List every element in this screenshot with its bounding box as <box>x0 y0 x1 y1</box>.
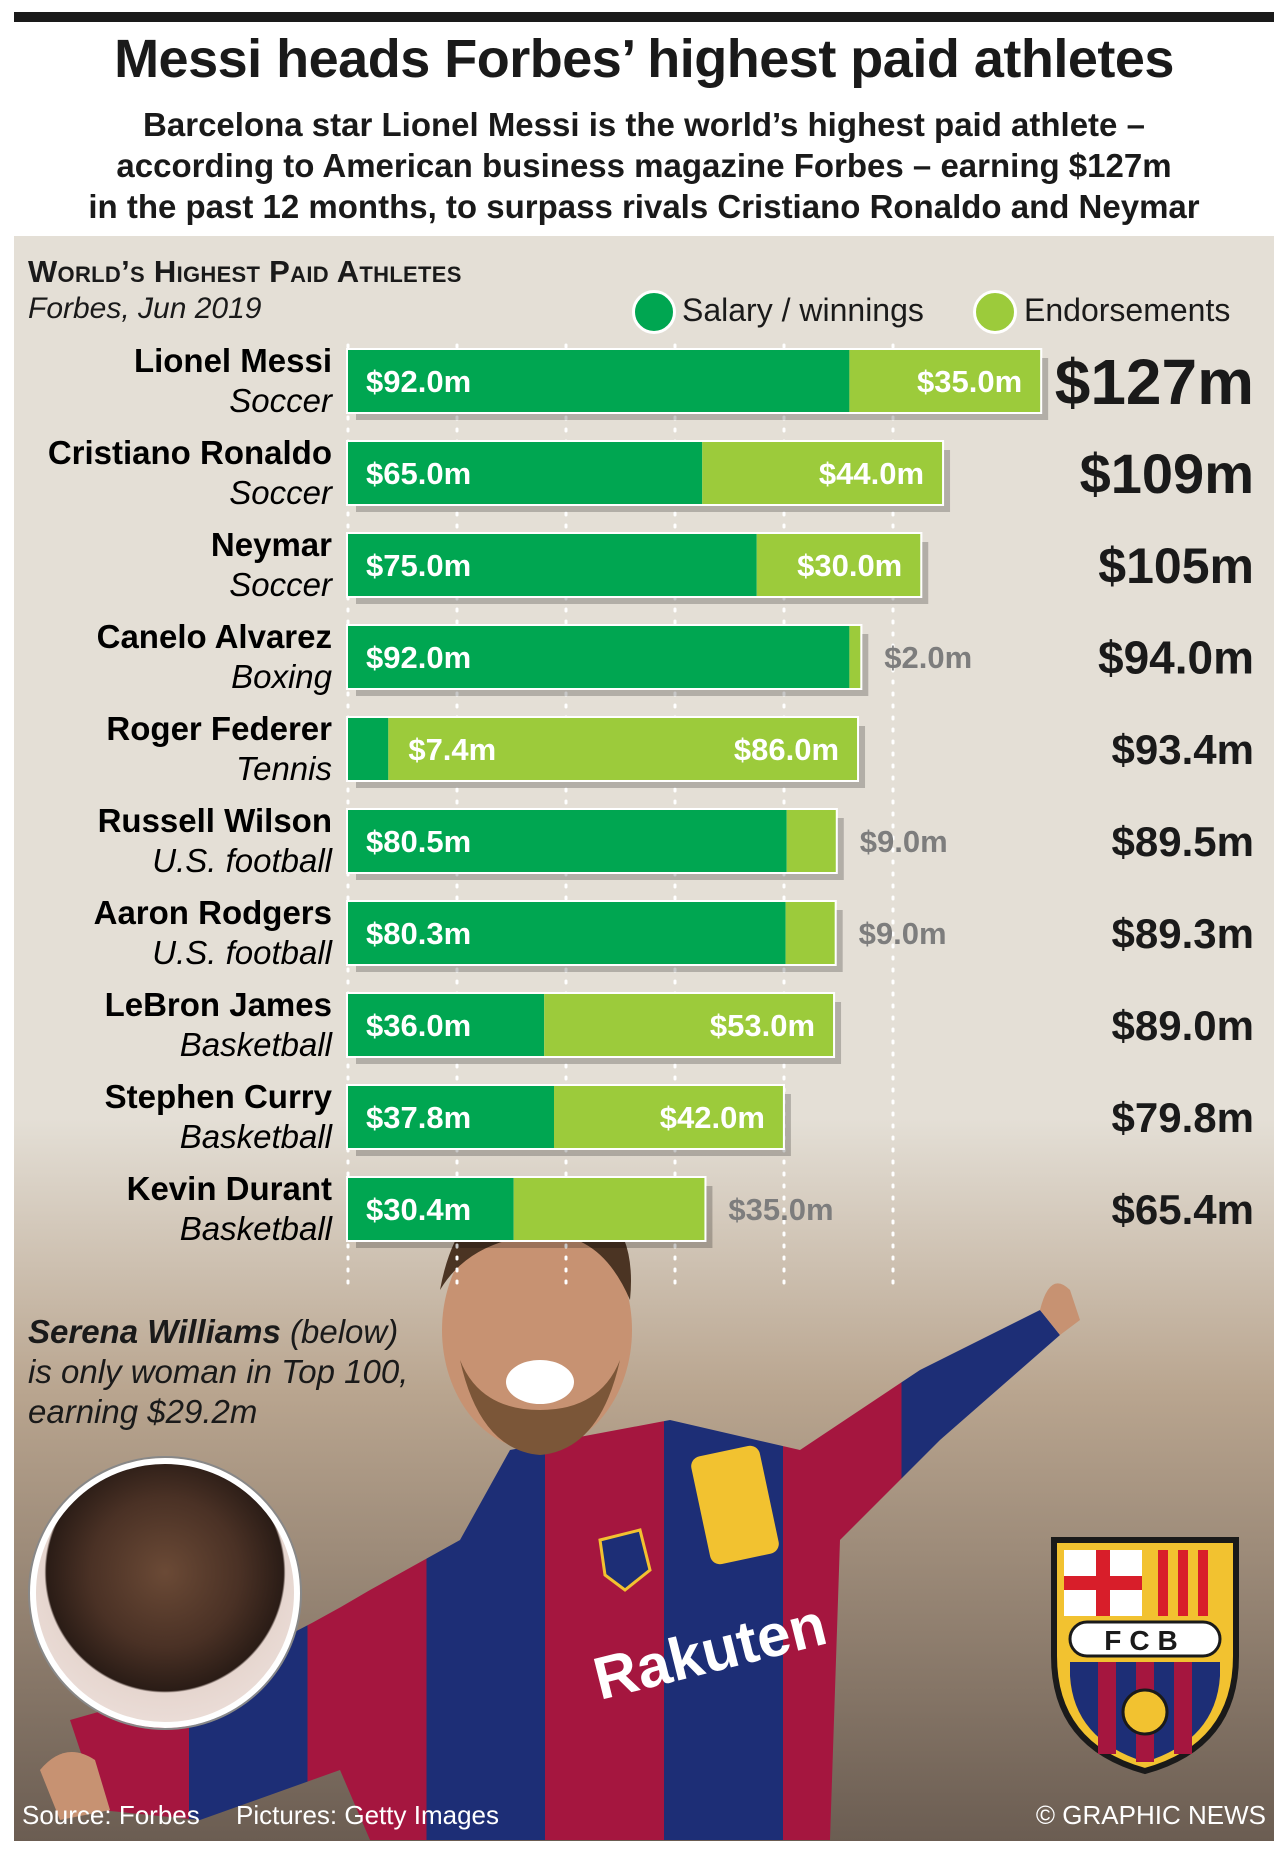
bar-endorsements <box>785 902 835 964</box>
bar-endorsements <box>849 350 1041 412</box>
bar-endorsements <box>554 1086 783 1148</box>
athlete-sport: Basketball <box>180 1210 334 1247</box>
endorsements-value-label: $9.0m <box>859 916 947 951</box>
salary-value-label: $37.8m <box>366 1100 471 1135</box>
bar-endorsements <box>849 626 861 688</box>
athlete-sport: Basketball <box>180 1026 334 1063</box>
bar-salary <box>348 718 389 780</box>
bar-salary <box>348 1178 514 1240</box>
total-value-label: $89.0m <box>1112 1002 1254 1049</box>
bar-salary <box>348 534 757 596</box>
total-value-label: $105m <box>1098 538 1254 594</box>
salary-value-label: $75.0m <box>366 548 471 583</box>
endorsements-value-label: $35.0m <box>728 1192 833 1227</box>
athlete-name: Roger Federer <box>106 710 332 747</box>
serena-name: Serena Williams <box>28 1313 281 1350</box>
total-value-label: $93.4m <box>1112 726 1254 773</box>
athlete-name: Aaron Rodgers <box>94 894 332 931</box>
serena-note-aside: (below) <box>280 1313 399 1350</box>
athlete-sport: Soccer <box>229 474 334 511</box>
salary-value-label: $30.4m <box>366 1192 471 1227</box>
fcb-crest-icon: FCB <box>1051 1537 1239 1775</box>
bar-endorsements <box>388 718 858 780</box>
athlete-name: Russell Wilson <box>98 802 332 839</box>
total-value-label: $89.3m <box>1112 910 1254 957</box>
athlete-sport: Basketball <box>180 1118 334 1155</box>
bar-endorsements <box>756 534 921 596</box>
footer-credit: © GRAPHIC NEWS <box>1035 1800 1266 1830</box>
salary-value-label: $92.0m <box>366 364 471 399</box>
athlete-sport: Soccer <box>229 566 334 603</box>
endorsements-value-label: $86.0m <box>734 732 839 767</box>
athlete-name: Kevin Durant <box>127 1170 332 1207</box>
page-title: Messi heads Forbes’ highest paid athlete… <box>114 29 1174 89</box>
total-value-label: $127m <box>1055 346 1254 418</box>
athlete-name: Cristiano Ronaldo <box>48 434 332 471</box>
serena-note: Serena Williams (below) is only woman in… <box>28 1312 408 1432</box>
bar-salary <box>348 1086 555 1148</box>
serena-note-line3: earning $29.2m <box>28 1393 258 1430</box>
endorsements-value-label: $2.0m <box>884 640 972 675</box>
athlete-name: Lionel Messi <box>134 342 332 379</box>
salary-value-label: $92.0m <box>366 640 471 675</box>
bar-salary <box>348 810 787 872</box>
subtitle-line: in the past 12 months, to surpass rivals… <box>88 188 1200 225</box>
chart-title: World’s Highest Paid Athletes <box>28 254 462 290</box>
total-value-label: $65.4m <box>1112 1186 1254 1233</box>
bar-endorsements <box>544 994 834 1056</box>
athlete-sport: Tennis <box>236 750 332 787</box>
athlete-name: Neymar <box>211 526 332 563</box>
endorsements-value-label: $30.0m <box>797 548 902 583</box>
footer-source: Source: Forbes <box>22 1800 200 1830</box>
salary-value-label: $65.0m <box>366 456 471 491</box>
athlete-sport: Soccer <box>229 382 334 419</box>
total-value-label: $109m <box>1080 442 1254 505</box>
athlete-sport: U.S. football <box>152 934 333 971</box>
top-rule <box>14 12 1274 22</box>
total-value-label: $94.0m <box>1098 632 1254 684</box>
total-value-label: $79.8m <box>1112 1094 1254 1141</box>
salary-value-label: $36.0m <box>366 1008 471 1043</box>
salary-value-label: $80.3m <box>366 916 471 951</box>
subtitle-line: according to American business magazine … <box>116 147 1172 184</box>
total-value-label: $89.5m <box>1112 818 1254 865</box>
bar-endorsements <box>513 1178 705 1240</box>
bar-salary <box>348 626 850 688</box>
endorsements-value-label: $53.0m <box>710 1008 815 1043</box>
messi-photo: Rakuten <box>40 1189 1080 1840</box>
athlete-name: Stephen Curry <box>105 1078 333 1115</box>
endorsements-value-label: $44.0m <box>819 456 924 491</box>
salary-value-label: $7.4m <box>408 732 496 767</box>
bar-salary <box>348 902 786 964</box>
athlete-name: LeBron James <box>105 986 332 1023</box>
athlete-sport: Boxing <box>231 658 333 695</box>
athlete-sport: U.S. football <box>152 842 333 879</box>
legend-endorsements-swatch <box>973 290 1017 334</box>
crest-letters: FCB <box>1104 1625 1186 1656</box>
serena-williams-photo <box>30 1458 300 1728</box>
chart-source: Forbes, Jun 2019 <box>28 292 262 325</box>
bar-salary <box>348 350 850 412</box>
page-subtitle: Barcelona star Lionel Messi is the world… <box>14 104 1274 227</box>
bar-endorsements <box>702 442 943 504</box>
bar-endorsements <box>786 810 836 872</box>
endorsements-value-label: $9.0m <box>860 824 948 859</box>
legend-endorsements-label: Endorsements <box>1024 292 1231 328</box>
serena-note-line2: is only woman in Top 100, <box>28 1353 409 1390</box>
bar-salary <box>348 442 703 504</box>
footer-pictures: Pictures: Getty Images <box>236 1800 499 1830</box>
legend-salary-swatch <box>632 290 676 334</box>
athlete-name: Canelo Alvarez <box>97 618 332 655</box>
bar-salary <box>348 994 545 1056</box>
salary-value-label: $80.5m <box>366 824 471 859</box>
chart-title-text: World’s Highest Paid Athletes <box>28 254 462 289</box>
legend-salary-label: Salary / winnings <box>682 292 924 328</box>
endorsements-value-label: $35.0m <box>917 364 1022 399</box>
subtitle-line: Barcelona star Lionel Messi is the world… <box>143 106 1145 143</box>
endorsements-value-label: $42.0m <box>660 1100 765 1135</box>
